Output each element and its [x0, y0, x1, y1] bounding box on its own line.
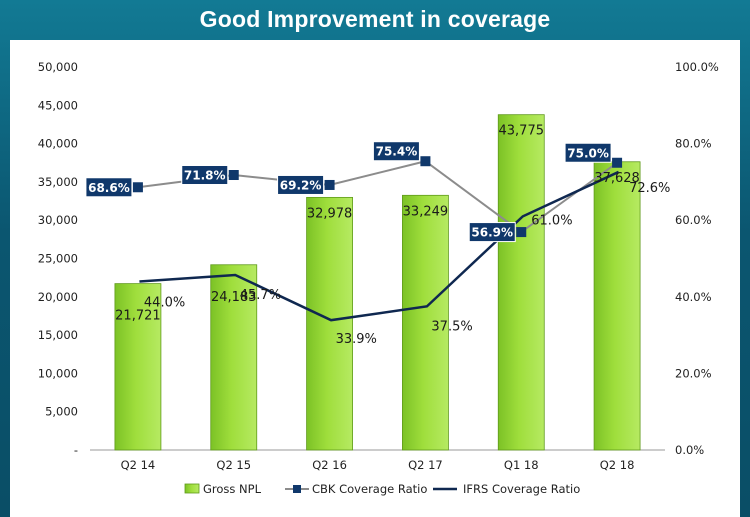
- slide-title: Good Improvement in coverage: [199, 6, 551, 32]
- data-label-box-cbk: [468, 222, 516, 243]
- data-label-cbk-coverage: 56.9%: [471, 226, 513, 240]
- legend-label-gross-npl: Gross NPL: [203, 482, 262, 496]
- bar-gross-npl: [114, 283, 162, 451]
- data-label-ifrs-coverage: 61.0%: [531, 213, 572, 228]
- data-label-cbk-coverage: 75.4%: [376, 145, 418, 159]
- y-left-tick-label: 30,000: [38, 213, 78, 227]
- marker-cbk-coverage: [516, 227, 527, 238]
- y-left-tick-label: 15,000: [38, 328, 78, 342]
- bar-gross-npl: [497, 114, 545, 451]
- data-label-gross-npl: 21,721: [115, 309, 161, 324]
- data-label-box-cbk: [564, 142, 612, 163]
- legend-label-ifrs-coverage: IFRS Coverage Ratio: [463, 482, 580, 496]
- combo-chart: - 5,000 10,000 15,000 20,000 25,000 30,000 35,0…: [38, 60, 719, 496]
- y-right-tick-label: 100.0%: [675, 60, 719, 74]
- bar-gross-npl: [402, 194, 449, 451]
- data-label-ifrs-coverage: 37.5%: [431, 319, 472, 334]
- marker-cbk-coverage: [420, 156, 431, 167]
- y-right-tick-label: 80.0%: [675, 137, 712, 151]
- data-label-gross-npl: 43,775: [499, 124, 545, 139]
- y-left-tick-label: 50,000: [38, 60, 78, 74]
- data-label-box-cbk: [277, 174, 325, 195]
- data-label-ifrs-coverage: 45.7%: [240, 288, 281, 303]
- marker-cbk-coverage: [612, 157, 623, 168]
- data-label-box-cbk: [85, 177, 133, 198]
- y-left-tick-label: 20,000: [38, 290, 78, 304]
- data-label-ifrs-coverage: 72.6%: [629, 181, 670, 196]
- data-label-ifrs-coverage: 33.9%: [336, 332, 377, 347]
- data-label-ifrs-coverage: 44.0%: [144, 295, 185, 310]
- data-label-box-cbk: [181, 165, 229, 186]
- y-left-tick-label: 5,000: [45, 405, 78, 419]
- legend-swatch-gross-npl: [184, 483, 200, 494]
- marker-cbk-coverage: [132, 182, 143, 193]
- x-tick-label: Q2 15: [216, 458, 251, 472]
- x-tick-label: Q2 14: [121, 458, 156, 472]
- data-label-gross-npl: 32,978: [307, 206, 353, 221]
- y-right-tick-label: 0.0%: [675, 443, 704, 457]
- y-left-tick-label: 35,000: [38, 175, 78, 189]
- data-label-gross-npl: 24,183: [211, 290, 257, 305]
- y-left-tick-label: 25,000: [38, 252, 78, 266]
- marker-cbk-coverage: [228, 170, 239, 181]
- bar-gross-npl: [210, 264, 258, 451]
- x-tick-label: Q2 16: [312, 458, 347, 472]
- x-tick-label: Q1 18: [504, 458, 539, 472]
- data-label-cbk-coverage: 71.8%: [184, 169, 226, 183]
- data-label-box-cbk: [372, 141, 420, 162]
- data-label-gross-npl: 33,249: [403, 204, 449, 219]
- bar-gross-npl: [593, 161, 641, 451]
- y-right-tick-label: 40.0%: [675, 290, 712, 304]
- y-left-tick-label: 45,000: [38, 98, 78, 112]
- legend-label-cbk-coverage: CBK Coverage Ratio: [312, 482, 427, 496]
- y-left-tick-label: -: [74, 443, 78, 457]
- data-label-cbk-coverage: 75.0%: [567, 146, 609, 160]
- y-left-tick-label: 10,000: [38, 366, 78, 380]
- chart-panel: - 5,000 10,000 15,000 20,000 25,000 30,000 35,0…: [10, 40, 740, 517]
- x-tick-label: Q2 18: [600, 458, 635, 472]
- marker-cbk-coverage: [324, 179, 335, 190]
- y-right-tick-label: 60.0%: [675, 213, 712, 227]
- x-tick-label: Q2 17: [408, 458, 443, 472]
- legend-swatch-cbk-marker: [293, 485, 301, 493]
- line-ifrs-coverage: [139, 170, 620, 322]
- y-right-tick-label: 20.0%: [675, 366, 712, 380]
- bar-gross-npl: [306, 196, 353, 451]
- data-label-gross-npl: 37,628: [594, 171, 640, 186]
- y-left-tick-label: 40,000: [38, 137, 78, 151]
- data-label-cbk-coverage: 68.6%: [88, 181, 130, 195]
- data-label-cbk-coverage: 69.2%: [280, 178, 322, 192]
